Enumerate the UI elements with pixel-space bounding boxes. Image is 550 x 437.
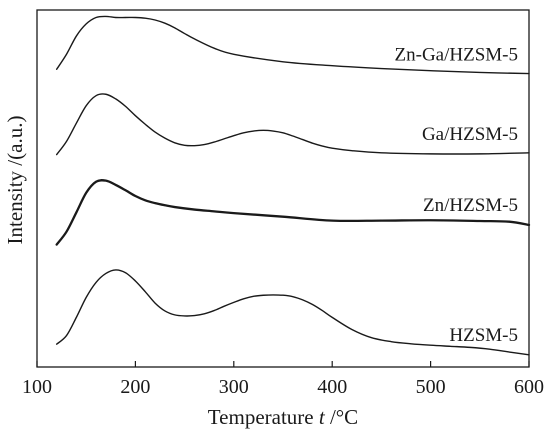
series-line-zn-ga-hzsm-5 xyxy=(55,15,530,75)
series-line-zn-hzsm-5 xyxy=(55,179,531,246)
series-line-hzsm-5 xyxy=(55,269,530,356)
x-tick-label: 500 xyxy=(416,376,446,398)
series-label-zn-ga-hzsm-5: Zn-Ga/HZSM-5 xyxy=(395,45,518,66)
x-tick-label: 600 xyxy=(514,376,544,398)
series-labels: Zn-Ga/HZSM-5 Ga/HZSM-5 Zn/HZSM-5 HZSM-5 xyxy=(395,45,518,346)
series-label-hzsm-5: HZSM-5 xyxy=(449,325,518,346)
x-axis-title: Temperature t /°C xyxy=(208,405,358,429)
series-label-zn-hzsm-5: Zn/HZSM-5 xyxy=(423,195,518,216)
series-label-ga-hzsm-5: Ga/HZSM-5 xyxy=(422,124,518,145)
x-tick-label: 300 xyxy=(219,376,249,398)
series-line-ga-hzsm-5 xyxy=(55,93,530,156)
x-tick-label: 400 xyxy=(317,376,347,398)
plot-frame xyxy=(36,9,530,368)
x-tick-label: 100 xyxy=(22,376,52,398)
y-axis-title: Intensity /(a.u.) xyxy=(3,116,27,245)
series-lines xyxy=(55,15,531,356)
x-axis: 100 200 300 400 500 600 xyxy=(22,361,544,398)
x-tick-label: 200 xyxy=(120,376,150,398)
